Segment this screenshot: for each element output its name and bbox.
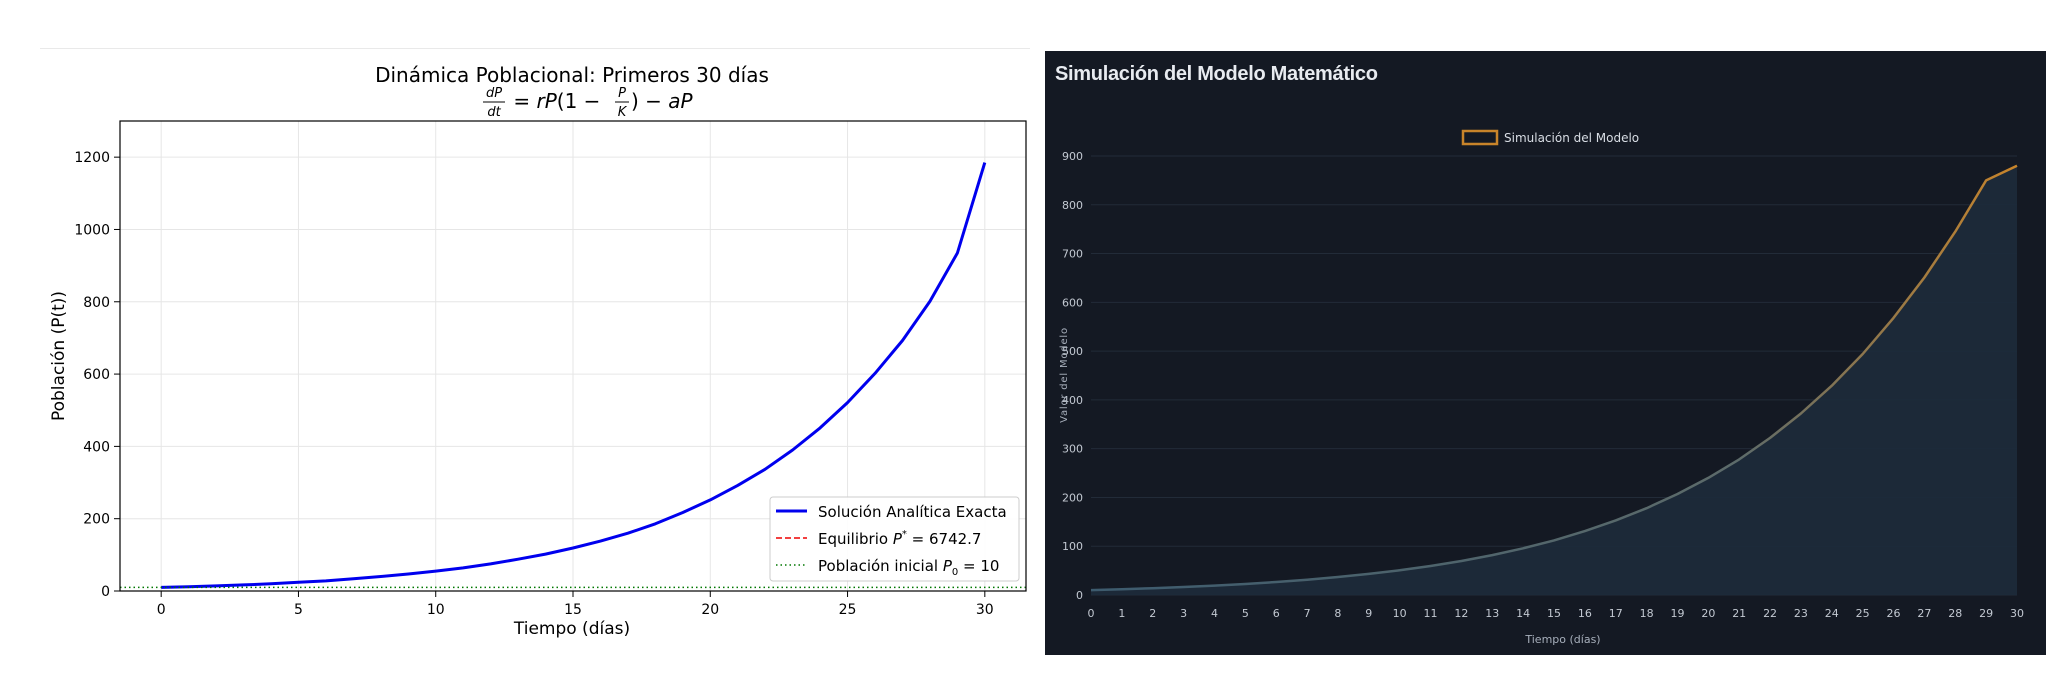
sim-x-tick-label: 0 bbox=[1088, 607, 1095, 620]
eq-dt: dt bbox=[487, 105, 501, 120]
sim-y-tick-label: 800 bbox=[1062, 199, 1083, 212]
sim-x-tick-label: 8 bbox=[1334, 607, 1341, 620]
x-tick-label: 10 bbox=[427, 602, 445, 618]
eq-rhs: = rP(1 − bbox=[507, 89, 607, 113]
sim-x-tick-label: 9 bbox=[1365, 607, 1372, 620]
sim-x-tick-label: 12 bbox=[1454, 607, 1468, 620]
x-axis-label: Tiempo (días) bbox=[513, 619, 630, 639]
sim-x-tick-label: 7 bbox=[1304, 607, 1311, 620]
top-divider bbox=[40, 48, 1030, 49]
sim-y-tick-label: 900 bbox=[1062, 150, 1083, 163]
y-tick-label: 1200 bbox=[74, 150, 110, 166]
sim-x-tick-label: 4 bbox=[1211, 607, 1218, 620]
y-tick-label: 200 bbox=[83, 512, 110, 528]
right-chart-panel: Simulación del Modelo Matemático 0 100 200… bbox=[1045, 51, 2046, 655]
sim-x-tick-label: 23 bbox=[1794, 607, 1808, 620]
x-tick-label: 25 bbox=[839, 602, 857, 618]
y-tick-label: 600 bbox=[83, 367, 110, 383]
sim-x-tick-label: 19 bbox=[1670, 607, 1684, 620]
sim-x-tick-label: 25 bbox=[1856, 607, 1870, 620]
eq-dP: dP bbox=[486, 86, 502, 101]
sim-y-tick-label: 200 bbox=[1062, 491, 1083, 504]
sim-x-tick-label: 22 bbox=[1763, 607, 1777, 620]
sim-x-tick-label: 28 bbox=[1948, 607, 1962, 620]
sim-y-tick-label: 0 bbox=[1076, 589, 1083, 602]
sim-x-tick-label: 11 bbox=[1424, 607, 1438, 620]
sim-series-line bbox=[1090, 164, 2018, 592]
sim-x-tick-label: 17 bbox=[1609, 607, 1623, 620]
legend-exact: Solución Analítica Exacta bbox=[818, 503, 1007, 521]
y-axis-label: Población (P(t)) bbox=[49, 291, 69, 421]
sim-x-tick-label: 16 bbox=[1578, 607, 1592, 620]
plot-frame bbox=[119, 120, 1027, 592]
legend: Solución Analítica Exacta Equilibrio P* … bbox=[769, 496, 1020, 582]
sim-legend-label: Simulación del Modelo bbox=[1504, 131, 1639, 145]
legend-initial: Población inicial P0 = 10 bbox=[818, 557, 999, 578]
y-tick-label: 0 bbox=[101, 584, 110, 600]
sim-x-tick-label: 27 bbox=[1917, 607, 1931, 620]
y-tick-label: 1000 bbox=[74, 222, 110, 238]
sim-x-tick-label: 26 bbox=[1887, 607, 1901, 620]
x-tick-label: 20 bbox=[701, 602, 719, 618]
sim-y-tick-label: 600 bbox=[1062, 296, 1083, 309]
sim-x-tick-label: 21 bbox=[1732, 607, 1746, 620]
sim-y-axis-label: Valor del Modelo bbox=[1059, 327, 1070, 423]
sim-x-tick-label: 10 bbox=[1393, 607, 1407, 620]
sim-y-tick-label: 700 bbox=[1062, 248, 1083, 261]
sim-area-fill bbox=[1091, 165, 2017, 596]
y-tick-label: 800 bbox=[83, 295, 110, 311]
sim-x-axis-label: Tiempo (días) bbox=[1524, 633, 1600, 646]
sim-x-tick-label: 5 bbox=[1242, 607, 1249, 620]
x-tick-label: 0 bbox=[157, 602, 166, 618]
x-tick-label: 15 bbox=[564, 602, 582, 618]
sim-x-tick-label: 1 bbox=[1118, 607, 1125, 620]
x-tick-label: 5 bbox=[294, 602, 303, 618]
sim-x-tick-label: 29 bbox=[1979, 607, 1993, 620]
eq-tail: ) − aP bbox=[631, 89, 694, 113]
sim-x-tick-label: 20 bbox=[1701, 607, 1715, 620]
sim-x-tick-label: 24 bbox=[1825, 607, 1839, 620]
simulation-title: Simulación del Modelo Matemático bbox=[1055, 63, 1378, 85]
sim-x-tick-label: 18 bbox=[1640, 607, 1654, 620]
sim-x-tick-label: 13 bbox=[1485, 607, 1499, 620]
sim-x-tick-label: 6 bbox=[1273, 607, 1280, 620]
sim-x-tick-label: 3 bbox=[1180, 607, 1187, 620]
exact-solution-line bbox=[161, 162, 987, 589]
sim-area bbox=[1090, 164, 2018, 596]
left-chart-panel: Dinámica Poblacional: Primeros 30 días d… bbox=[49, 63, 1027, 639]
chart-equation: dP dt = rP(1 − P K ) − aP bbox=[483, 86, 694, 120]
sim-x-tick-label: 14 bbox=[1516, 607, 1530, 620]
legend-equilibrium: Equilibrio P* = 6742.7 bbox=[818, 529, 981, 548]
sim-legend-swatch bbox=[1461, 129, 1499, 146]
analytic-solution-chart: Dinámica Poblacional: Primeros 30 días d… bbox=[49, 63, 1027, 639]
axis-ticks: 0 5 10 15 20 25 30 0 200 400 600 800 1000 1200 bbox=[74, 150, 993, 618]
eq-K: K bbox=[618, 105, 628, 120]
plot-lines bbox=[120, 162, 1026, 589]
sim-y-tick-label: 300 bbox=[1062, 443, 1083, 456]
sim-x-tick-label: 30 bbox=[2010, 607, 2024, 620]
sim-x-tick-label: 15 bbox=[1547, 607, 1561, 620]
eq-P: P bbox=[618, 86, 626, 101]
sim-y-tick-label: 400 bbox=[1062, 394, 1083, 407]
sim-y-tick-label: 500 bbox=[1062, 345, 1083, 358]
y-tick-label: 400 bbox=[83, 439, 110, 455]
x-tick-label: 30 bbox=[976, 602, 994, 618]
sim-y-tick-label: 100 bbox=[1062, 540, 1083, 553]
sim-legend: Simulación del Modelo bbox=[1461, 129, 1639, 146]
sim-x-tick-label: 2 bbox=[1149, 607, 1156, 620]
chart-title: Dinámica Poblacional: Primeros 30 días bbox=[375, 63, 769, 87]
